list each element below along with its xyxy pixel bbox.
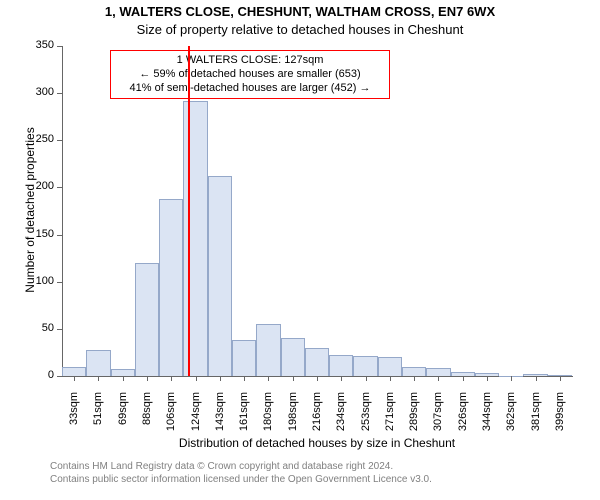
x-tick-label: 381sqm	[530, 392, 542, 442]
x-tick	[147, 376, 148, 381]
histogram-bar	[208, 176, 232, 376]
y-tick-label: 350	[22, 39, 54, 51]
x-tick-label: 271sqm	[384, 392, 396, 442]
histogram-bar	[329, 355, 353, 376]
y-tick-label: 300	[22, 86, 54, 98]
histogram-bar	[256, 324, 280, 376]
x-tick-label: 124sqm	[190, 392, 202, 442]
x-tick	[317, 376, 318, 381]
x-tick	[463, 376, 464, 381]
y-tick	[57, 282, 62, 283]
x-tick	[366, 376, 367, 381]
histogram-bar	[111, 369, 135, 376]
histogram-bar	[62, 367, 86, 376]
histogram-bar	[135, 263, 159, 376]
histogram-bar	[232, 340, 256, 376]
x-tick	[98, 376, 99, 381]
x-tick	[196, 376, 197, 381]
y-tick-label: 0	[22, 369, 54, 381]
x-tick	[123, 376, 124, 381]
chart-title-line2: Size of property relative to detached ho…	[0, 22, 600, 37]
histogram-bar	[426, 368, 450, 376]
chart-container: 1, WALTERS CLOSE, CHESHUNT, WALTHAM CROS…	[0, 0, 600, 500]
x-tick-label: 51sqm	[92, 392, 104, 442]
x-tick-label: 326sqm	[457, 392, 469, 442]
footer-attribution: Contains HM Land Registry data © Crown c…	[50, 460, 432, 486]
y-tick-label: 150	[22, 228, 54, 240]
histogram-bar	[353, 356, 377, 376]
annotation-line: 1 WALTERS CLOSE: 127sqm	[117, 54, 383, 68]
x-tick-label: 289sqm	[408, 392, 420, 442]
x-tick	[293, 376, 294, 381]
x-tick-label: 253sqm	[360, 392, 372, 442]
x-tick	[220, 376, 221, 381]
annotation-line: 41% of semi-detached houses are larger (…	[117, 82, 383, 96]
y-tick	[57, 93, 62, 94]
histogram-bar	[378, 357, 402, 376]
x-tick	[171, 376, 172, 381]
x-tick-label: 161sqm	[238, 392, 250, 442]
x-tick	[74, 376, 75, 381]
x-tick-label: 198sqm	[287, 392, 299, 442]
x-tick-label: 216sqm	[311, 392, 323, 442]
y-tick	[57, 187, 62, 188]
x-tick-label: 143sqm	[214, 392, 226, 442]
x-tick-label: 362sqm	[505, 392, 517, 442]
x-tick	[414, 376, 415, 381]
x-tick-label: 399sqm	[554, 392, 566, 442]
x-tick-label: 106sqm	[165, 392, 177, 442]
x-tick	[341, 376, 342, 381]
x-tick-label: 307sqm	[432, 392, 444, 442]
x-tick	[487, 376, 488, 381]
y-tick-label: 50	[22, 322, 54, 334]
x-tick	[438, 376, 439, 381]
y-tick	[57, 376, 62, 377]
y-tick-label: 100	[22, 275, 54, 287]
histogram-bar	[159, 199, 183, 376]
x-tick-label: 88sqm	[141, 392, 153, 442]
x-tick	[268, 376, 269, 381]
annotation-box: 1 WALTERS CLOSE: 127sqm← 59% of detached…	[110, 50, 390, 99]
x-tick-label: 344sqm	[481, 392, 493, 442]
x-tick	[390, 376, 391, 381]
y-tick-label: 200	[22, 180, 54, 192]
x-tick	[560, 376, 561, 381]
x-tick-label: 69sqm	[117, 392, 129, 442]
y-tick	[57, 329, 62, 330]
y-tick	[57, 235, 62, 236]
x-tick	[244, 376, 245, 381]
chart-title-line1: 1, WALTERS CLOSE, CHESHUNT, WALTHAM CROS…	[0, 4, 600, 19]
x-tick-label: 234sqm	[335, 392, 347, 442]
y-tick	[57, 140, 62, 141]
histogram-bar	[305, 348, 329, 376]
footer-line2: Contains public sector information licen…	[50, 473, 432, 486]
y-tick-label: 250	[22, 133, 54, 145]
histogram-bar	[281, 338, 305, 376]
x-tick-label: 33sqm	[68, 392, 80, 442]
x-tick	[511, 376, 512, 381]
annotation-line: ← 59% of detached houses are smaller (65…	[117, 68, 383, 82]
histogram-bar	[86, 350, 110, 376]
marker-line	[188, 46, 190, 376]
x-tick-label: 180sqm	[262, 392, 274, 442]
footer-line1: Contains HM Land Registry data © Crown c…	[50, 460, 432, 473]
histogram-bar	[402, 367, 426, 376]
x-tick	[536, 376, 537, 381]
y-tick	[57, 46, 62, 47]
